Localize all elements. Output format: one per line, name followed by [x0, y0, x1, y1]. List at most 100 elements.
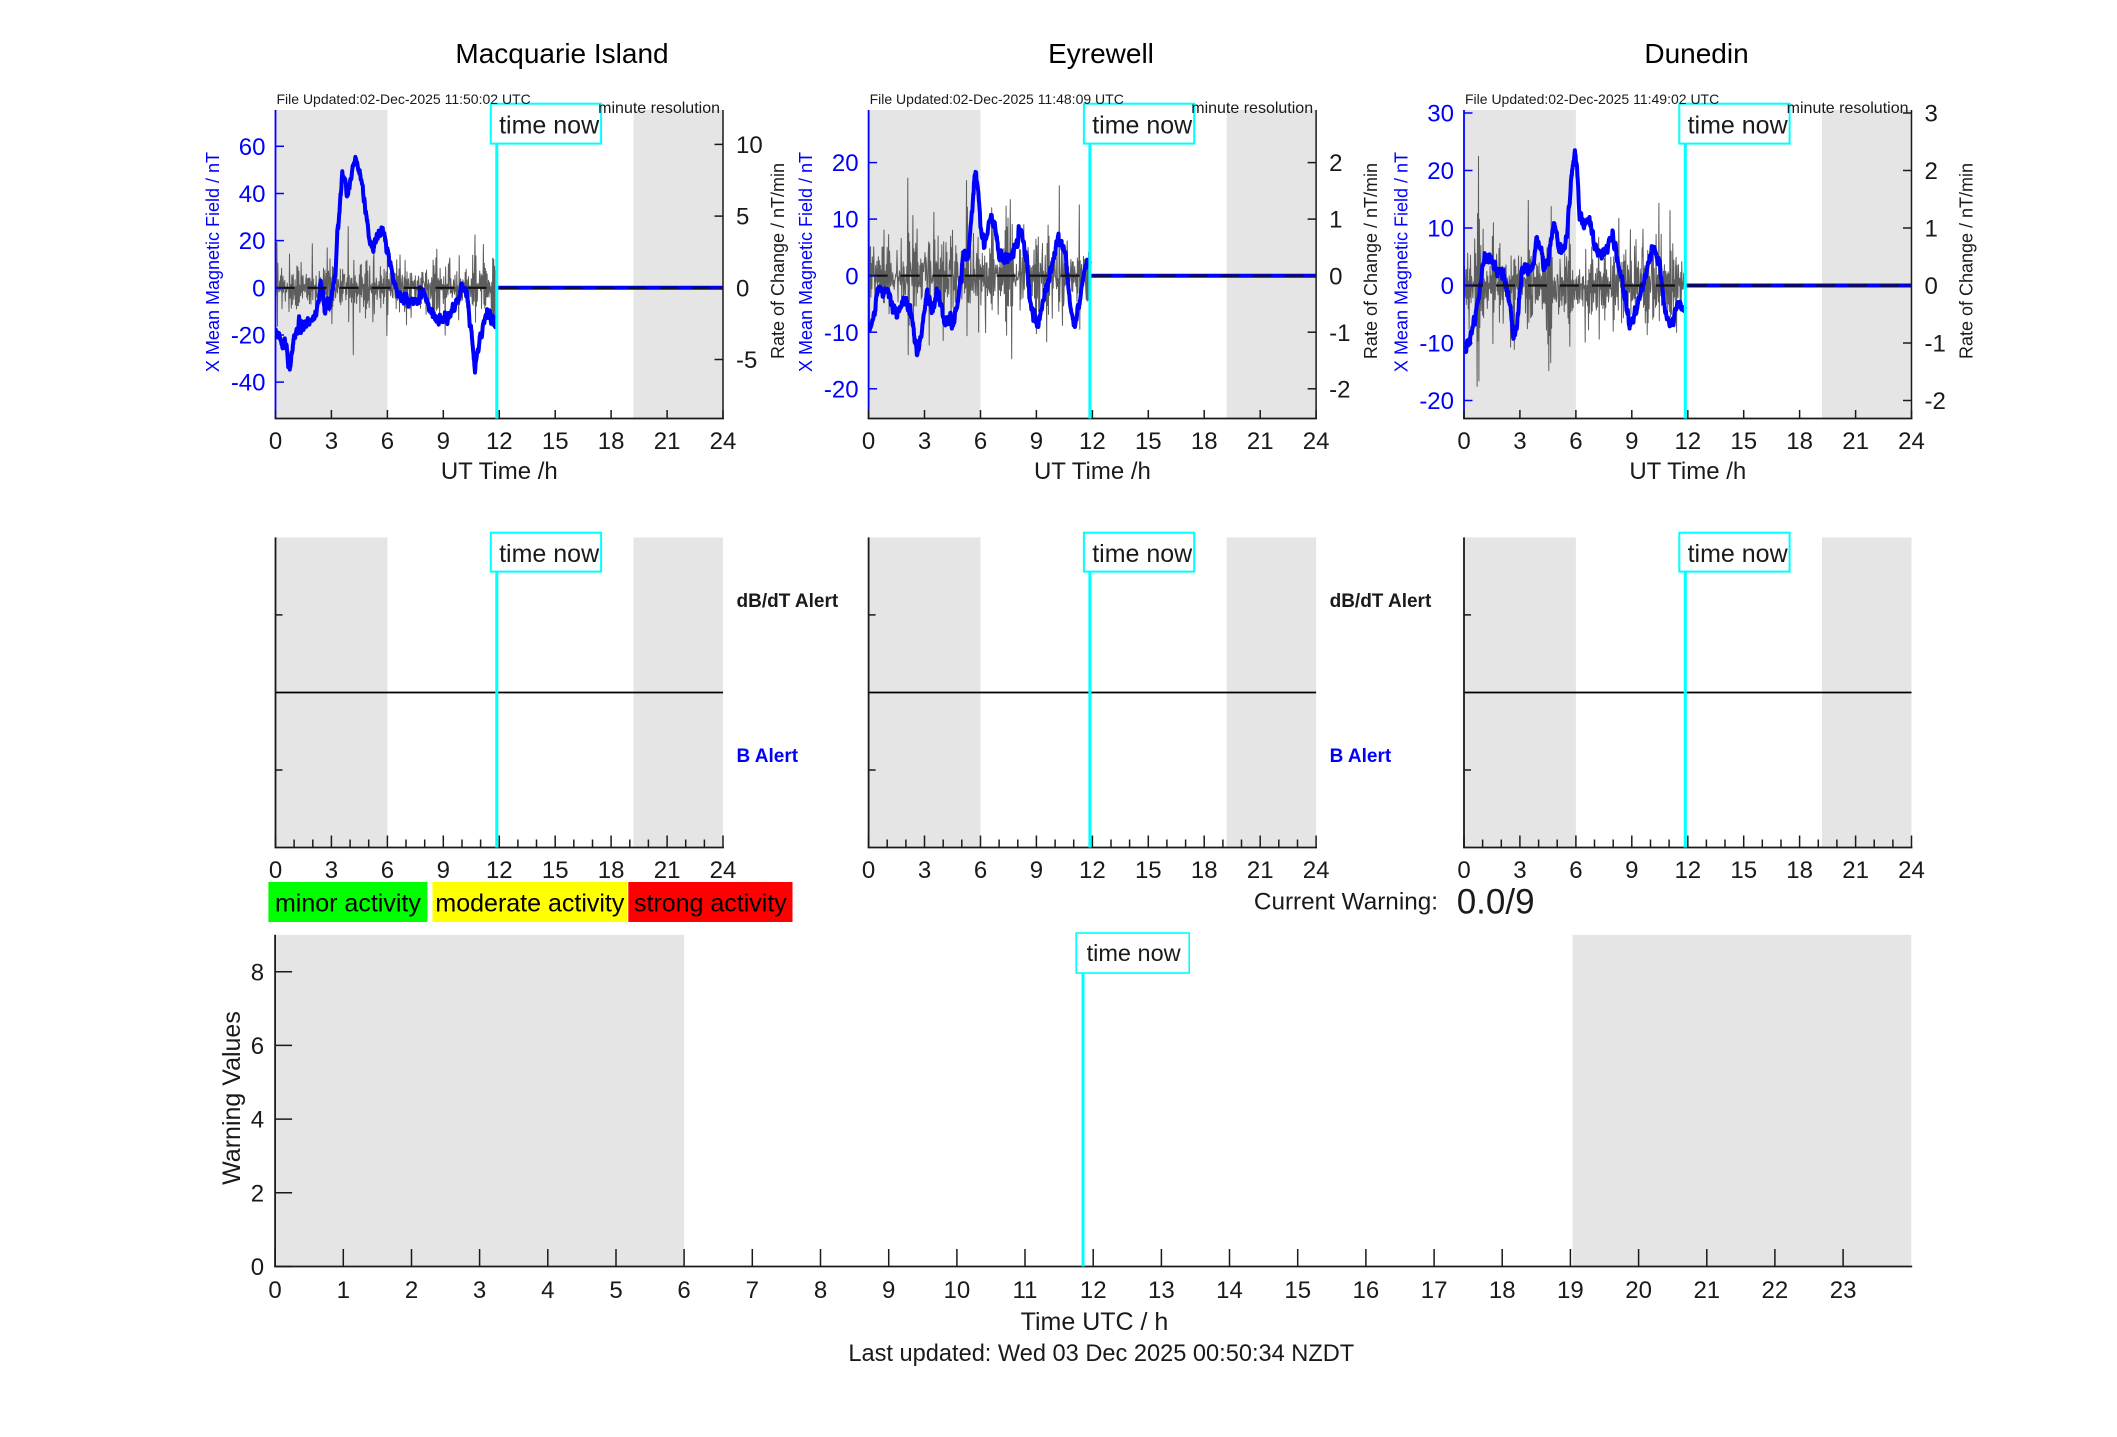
svg-text:2: 2 [405, 1277, 418, 1304]
svg-text:12: 12 [1079, 428, 1106, 455]
svg-text:0: 0 [269, 857, 282, 884]
svg-text:2: 2 [1329, 150, 1342, 177]
svg-text:Warning Values: Warning Values [218, 1011, 246, 1185]
svg-text:11: 11 [1013, 1277, 1038, 1304]
svg-text:24: 24 [1303, 857, 1330, 884]
svg-text:0: 0 [1441, 273, 1454, 300]
svg-text:21: 21 [1842, 857, 1869, 884]
svg-text:X Mean Magnetic Field / nT: X Mean Magnetic Field / nT [1392, 152, 1412, 372]
svg-text:5: 5 [736, 204, 749, 231]
svg-text:0: 0 [1457, 428, 1470, 455]
svg-text:14: 14 [1216, 1277, 1243, 1304]
svg-text:12: 12 [1080, 1277, 1107, 1304]
svg-text:8: 8 [251, 959, 264, 986]
svg-text:4: 4 [251, 1107, 264, 1134]
svg-text:UT Time /h: UT Time /h [1629, 458, 1746, 485]
svg-text:dB/dT Alert: dB/dT Alert [737, 591, 839, 612]
svg-text:6: 6 [381, 857, 394, 884]
svg-text:15: 15 [1284, 1277, 1311, 1304]
svg-text:6: 6 [1569, 857, 1582, 884]
svg-text:0: 0 [1329, 263, 1342, 290]
svg-text:12: 12 [486, 428, 513, 455]
svg-text:24: 24 [710, 428, 737, 455]
svg-text:3: 3 [1925, 101, 1938, 128]
svg-text:13: 13 [1148, 1277, 1175, 1304]
svg-text:24: 24 [1303, 428, 1330, 455]
svg-text:6: 6 [974, 857, 987, 884]
svg-text:-10: -10 [1419, 331, 1454, 358]
svg-text:24: 24 [710, 857, 737, 884]
svg-text:18: 18 [598, 857, 625, 884]
svg-text:Time UTC / h: Time UTC / h [1021, 1308, 1169, 1336]
svg-text:20: 20 [1427, 158, 1454, 185]
svg-text:strong activity: strong activity [634, 890, 787, 918]
svg-text:19: 19 [1557, 1277, 1584, 1304]
svg-text:time now: time now [1688, 540, 1789, 568]
svg-text:B Alert: B Alert [737, 746, 799, 767]
svg-text:10: 10 [832, 207, 859, 234]
svg-text:9: 9 [1625, 857, 1638, 884]
svg-text:time now: time now [1092, 540, 1193, 568]
svg-text:18: 18 [1191, 428, 1218, 455]
svg-text:X Mean Magnetic Field / nT: X Mean Magnetic Field / nT [203, 152, 223, 372]
svg-text:21: 21 [1247, 857, 1274, 884]
svg-text:24: 24 [1898, 857, 1925, 884]
svg-text:3: 3 [325, 857, 338, 884]
svg-text:minor activity: minor activity [275, 890, 421, 918]
svg-text:Eyrewell: Eyrewell [1048, 38, 1154, 69]
svg-text:6: 6 [677, 1277, 690, 1304]
svg-text:6: 6 [974, 428, 987, 455]
svg-text:0: 0 [269, 428, 282, 455]
svg-text:File Updated:02-Dec-2025 11:48: File Updated:02-Dec-2025 11:48:09 UTC [870, 91, 1124, 107]
svg-text:18: 18 [1489, 1277, 1516, 1304]
svg-text:40: 40 [239, 181, 266, 208]
svg-text:UT Time /h: UT Time /h [441, 458, 558, 485]
svg-text:15: 15 [1135, 857, 1162, 884]
svg-text:15: 15 [542, 428, 569, 455]
svg-text:21: 21 [654, 428, 681, 455]
svg-text:6: 6 [251, 1033, 264, 1060]
svg-text:0: 0 [252, 275, 265, 302]
svg-text:Rate of Change / nT/min: Rate of Change / nT/min [1361, 163, 1381, 359]
svg-text:-20: -20 [824, 376, 859, 403]
svg-text:Rate of Change / nT/min: Rate of Change / nT/min [1956, 163, 1976, 359]
svg-text:2: 2 [251, 1180, 264, 1207]
svg-text:12: 12 [1674, 857, 1701, 884]
svg-text:0: 0 [862, 857, 875, 884]
svg-text:-20: -20 [231, 323, 266, 350]
svg-text:Macquarie Island: Macquarie Island [455, 38, 668, 69]
svg-text:B Alert: B Alert [1330, 746, 1392, 767]
svg-text:17: 17 [1421, 1277, 1448, 1304]
svg-text:16: 16 [1353, 1277, 1380, 1304]
svg-text:15: 15 [542, 857, 569, 884]
svg-text:1: 1 [337, 1277, 350, 1304]
svg-text:20: 20 [832, 150, 859, 177]
svg-text:-40: -40 [231, 370, 266, 397]
svg-text:9: 9 [437, 428, 450, 455]
svg-text:18: 18 [1191, 857, 1218, 884]
svg-text:Dunedin: Dunedin [1644, 38, 1748, 69]
svg-text:21: 21 [654, 857, 681, 884]
svg-text:20: 20 [1625, 1277, 1652, 1304]
svg-text:3: 3 [473, 1277, 486, 1304]
svg-text:12: 12 [1674, 428, 1701, 455]
svg-text:2: 2 [1925, 158, 1938, 185]
svg-text:moderate activity: moderate activity [435, 890, 624, 918]
svg-text:-1: -1 [1329, 320, 1350, 347]
svg-text:time now: time now [1092, 111, 1193, 139]
svg-text:UT Time /h: UT Time /h [1034, 458, 1151, 485]
svg-text:15: 15 [1730, 857, 1757, 884]
svg-text:12: 12 [486, 857, 513, 884]
svg-text:1: 1 [1925, 216, 1938, 243]
svg-text:22: 22 [1762, 1277, 1789, 1304]
svg-text:time now: time now [1688, 111, 1789, 139]
svg-text:0: 0 [268, 1277, 281, 1304]
svg-text:18: 18 [1786, 428, 1813, 455]
svg-text:File Updated:02-Dec-2025 11:49: File Updated:02-Dec-2025 11:49:02 UTC [1465, 91, 1719, 107]
svg-text:3: 3 [918, 428, 931, 455]
svg-text:3: 3 [1513, 428, 1526, 455]
svg-text:3: 3 [325, 428, 338, 455]
svg-text:9: 9 [1030, 428, 1043, 455]
svg-text:21: 21 [1693, 1277, 1720, 1304]
svg-text:Last updated: Wed 03 Dec 2025: Last updated: Wed 03 Dec 2025 00:50:34 N… [848, 1341, 1354, 1367]
